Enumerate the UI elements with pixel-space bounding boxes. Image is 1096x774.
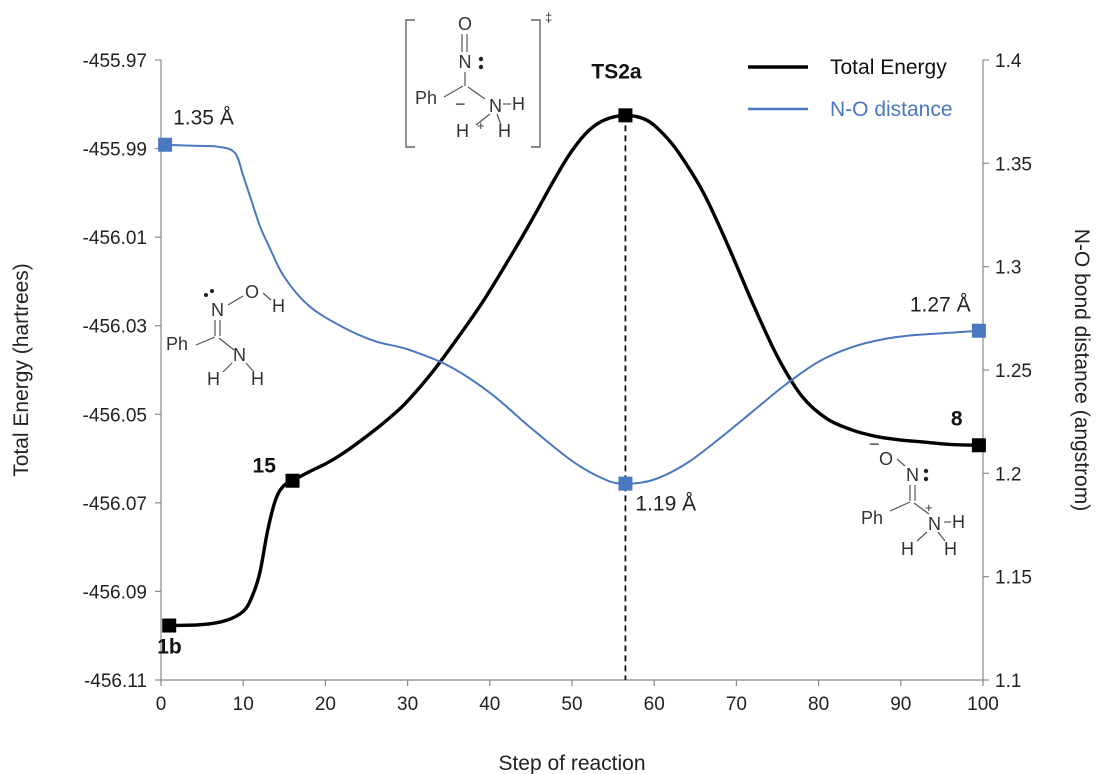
x-tick-label: 50 bbox=[561, 694, 582, 715]
ts-h3: H bbox=[498, 121, 511, 141]
x-tick-label: 30 bbox=[397, 694, 418, 715]
marker-1-35- bbox=[158, 137, 173, 152]
left-tick-label: -456.01 bbox=[83, 228, 147, 249]
marker-label: 1.27 Å bbox=[910, 294, 971, 317]
right-tick-label: 1.1 bbox=[995, 671, 1021, 692]
left-tick-label: -456.09 bbox=[83, 582, 147, 603]
ts-h1: H bbox=[512, 94, 525, 114]
ts-amine-nitrogen: N bbox=[489, 96, 502, 116]
x-tick-label: 0 bbox=[156, 694, 167, 715]
product-plus: + bbox=[925, 500, 933, 515]
series-total-energy-line bbox=[169, 113, 979, 628]
left-tick-label: -456.11 bbox=[84, 671, 147, 692]
x-tick-label: 10 bbox=[233, 694, 254, 715]
product-structure-diagram: − O N Ph + N H H H bbox=[861, 434, 965, 559]
product-h1: H bbox=[952, 512, 965, 532]
reactant-nitrogen: N bbox=[211, 300, 224, 320]
left-tick-label: -456.05 bbox=[83, 405, 147, 426]
ts-phenyl: Ph bbox=[415, 88, 437, 108]
marker-ts2a bbox=[618, 108, 633, 123]
point-markers: 1b 15 TS2a 8 1.35 Å 1.19 Å 1.27 Å bbox=[157, 60, 986, 659]
reactant-amine-nitrogen: N bbox=[233, 345, 246, 365]
left-axis-ticks: -455.97 -455.99 -456.01 -456.03 -456.05 -456.… bbox=[83, 51, 161, 692]
product-phenyl: Ph bbox=[861, 508, 883, 528]
right-axis-ticks: 1.4 1.35 1.3 1.25 1.2 1.15 1.1 bbox=[983, 51, 1032, 692]
marker-1-27- bbox=[971, 323, 986, 338]
legend: Total Energy N-O distance bbox=[748, 56, 953, 121]
x-tick-label: 60 bbox=[644, 694, 665, 715]
ts-carbanion-charge: − bbox=[455, 94, 466, 114]
marker-15 bbox=[285, 473, 300, 488]
legend-label-total-energy: Total Energy bbox=[830, 56, 947, 79]
marker-label: 1.19 Å bbox=[635, 493, 696, 516]
left-bracket bbox=[405, 19, 415, 148]
x-tick-label: 80 bbox=[808, 694, 829, 715]
product-h3: H bbox=[944, 539, 957, 559]
reactant-structure-diagram: N O H Ph N H H bbox=[166, 282, 285, 389]
x-axis-ticks: 0 10 20 30 40 50 60 70 80 90 100 bbox=[156, 680, 999, 715]
series-no-distance-line bbox=[165, 143, 979, 485]
right-tick-label: 1.35 bbox=[995, 154, 1032, 175]
reactant-h2: H bbox=[251, 369, 264, 389]
left-tick-label: -456.07 bbox=[83, 494, 147, 515]
left-tick-label: -456.03 bbox=[83, 317, 147, 338]
left-tick-label: -455.97 bbox=[83, 51, 147, 72]
marker-label: 8 bbox=[951, 407, 963, 430]
marker-label: TS2a bbox=[591, 60, 642, 83]
x-axis-title: Step of reaction bbox=[498, 752, 645, 774]
ts-plus: + bbox=[477, 118, 485, 133]
product-oxygen: O bbox=[879, 449, 893, 469]
right-tick-label: 1.3 bbox=[995, 258, 1021, 279]
marker-label: 1b bbox=[157, 636, 182, 659]
right-bracket bbox=[531, 19, 541, 148]
right-tick-label: 1.15 bbox=[995, 568, 1032, 589]
ts-h2: H bbox=[456, 121, 469, 141]
right-tick-label: 1.4 bbox=[995, 51, 1022, 72]
ts-nitrogen: N bbox=[459, 52, 472, 72]
reactant-hydroxyl-h: H bbox=[272, 296, 285, 316]
product-oxide-charge: − bbox=[869, 434, 880, 454]
right-tick-label: 1.25 bbox=[995, 361, 1032, 382]
ts-structure-diagram: ‡ O N Ph − N H H + H bbox=[405, 10, 552, 148]
marker-1-19- bbox=[618, 476, 633, 491]
reactant-h1: H bbox=[207, 369, 220, 389]
left-tick-label: -455.99 bbox=[83, 140, 147, 161]
reactant-oxygen: O bbox=[245, 282, 259, 302]
ts-oxygen: O bbox=[458, 14, 472, 34]
legend-label-no-distance: N-O distance bbox=[830, 98, 953, 121]
x-tick-label: 90 bbox=[890, 694, 911, 715]
x-tick-label: 70 bbox=[726, 694, 747, 715]
right-axis-title: N-O bond distance (angstrom) bbox=[1070, 229, 1093, 511]
right-tick-label: 1.2 bbox=[995, 464, 1021, 485]
product-amine-nitrogen: N bbox=[928, 514, 941, 534]
x-tick-label: 40 bbox=[479, 694, 500, 715]
marker-label: 1.35 Å bbox=[173, 107, 234, 130]
reactant-phenyl: Ph bbox=[166, 334, 188, 354]
marker-label: 15 bbox=[253, 455, 277, 478]
product-h2: H bbox=[901, 539, 914, 559]
marker-8 bbox=[971, 438, 986, 453]
left-axis-title: Total Energy (hartrees) bbox=[10, 263, 33, 477]
ts-dagger: ‡ bbox=[545, 10, 552, 25]
x-tick-label: 20 bbox=[315, 694, 336, 715]
marker-1b bbox=[162, 618, 177, 633]
product-nitrogen: N bbox=[906, 465, 919, 485]
x-tick-label: 100 bbox=[967, 694, 999, 715]
